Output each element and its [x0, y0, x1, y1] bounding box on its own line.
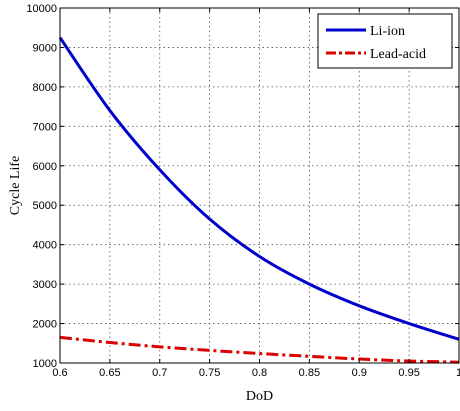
- series-line-lead-acid: [59, 335, 460, 364]
- x-axis-label: DoD: [246, 389, 273, 404]
- y-axis-label: Cycle Life: [8, 156, 23, 215]
- y-tick-label: 1000: [33, 358, 57, 370]
- x-tick-label: 0.9: [352, 367, 367, 379]
- series-line-li-ion: [58, 36, 460, 341]
- legend-box: [317, 13, 453, 69]
- x-tick-label: 0.65: [99, 367, 120, 379]
- x-tick-label: 0.7: [152, 367, 167, 379]
- y-tick-label: 6000: [33, 161, 57, 173]
- x-tick-label: 0.75: [199, 367, 220, 379]
- y-tick-label: 10000: [26, 3, 57, 15]
- legend-label-lead-acid: Lead-acid: [370, 47, 426, 62]
- tick-label-layer: 0.6 0.65 0.7 0.75 0.8 0.85 0.9 0.95 1 1000 2000 300…: [26, 3, 460, 379]
- y-tick-label: 4000: [33, 240, 57, 252]
- x-tick-label: 0.85: [299, 367, 320, 379]
- x-tick-label: 0.6: [52, 367, 67, 379]
- y-tick-label: 3000: [33, 279, 57, 291]
- x-tick-label: 1: [456, 367, 460, 379]
- legend: Li-ion Lead-acid: [317, 13, 453, 69]
- y-tick-label: 7000: [33, 121, 57, 133]
- x-tick-label: 0.8: [252, 367, 267, 379]
- x-tick-label: 0.95: [398, 367, 419, 379]
- series-layer: [58, 36, 460, 364]
- y-tick-label: 8000: [33, 82, 57, 94]
- y-tick-label: 2000: [33, 319, 57, 331]
- y-tick-label: 9000: [33, 42, 57, 54]
- y-tick-label: 5000: [33, 200, 57, 212]
- legend-label-li-ion: Li-ion: [370, 24, 405, 39]
- tick-layer: [59, 7, 460, 364]
- legend-entries: Li-ion Lead-acid: [326, 24, 426, 62]
